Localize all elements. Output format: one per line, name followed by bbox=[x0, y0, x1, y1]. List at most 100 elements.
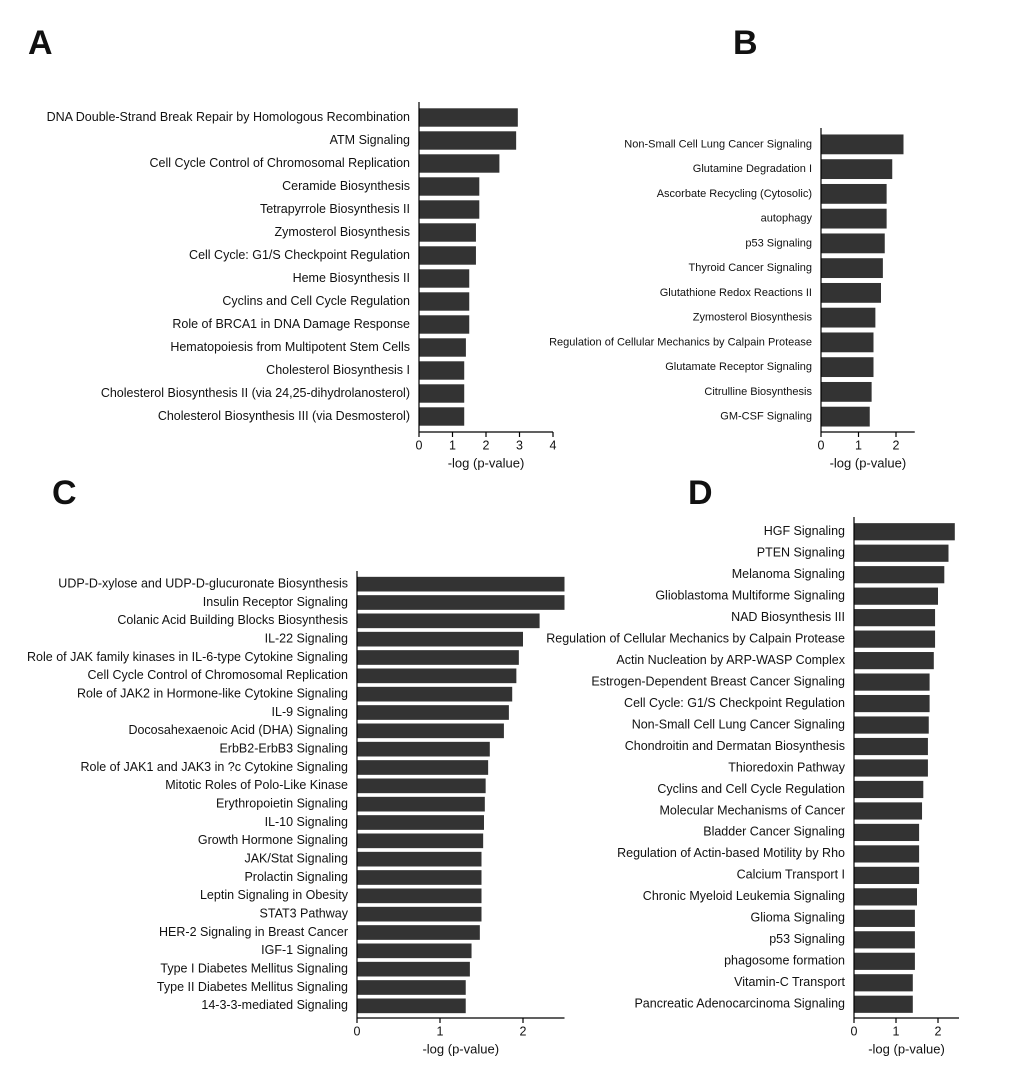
panel-letter: B bbox=[733, 24, 758, 62]
bar bbox=[357, 796, 485, 812]
y-tick-label: Vitamin-C Transport bbox=[734, 975, 845, 989]
bar bbox=[854, 845, 920, 863]
y-tick-label: Type I Diabetes Mellitus Signaling bbox=[160, 961, 348, 975]
bar bbox=[821, 258, 883, 279]
y-tick-label: p53 Signaling bbox=[745, 237, 812, 249]
y-tick-label: Erythropoietin Signaling bbox=[216, 796, 348, 810]
bar bbox=[419, 131, 517, 150]
y-tick-label: Ascorbate Recycling (Cytosolic) bbox=[657, 188, 812, 200]
y-tick-label: Pancreatic Adenocarcinoma Signaling bbox=[634, 997, 845, 1011]
y-tick-label: Cell Cycle Control of Chromosomal Replic… bbox=[87, 668, 348, 682]
y-tick-label: Zymosterol Biosynthesis bbox=[693, 312, 813, 324]
bar bbox=[357, 650, 519, 665]
bar bbox=[854, 866, 920, 884]
y-tick-label: JAK/Stat Signaling bbox=[244, 851, 348, 865]
y-tick-label: PTEN Signaling bbox=[757, 546, 845, 560]
y-tick-label: IL-9 Signaling bbox=[272, 705, 348, 719]
x-tick-label: 2 bbox=[520, 1024, 527, 1038]
x-tick-label: 0 bbox=[851, 1024, 858, 1038]
y-tick-label: Type II Diabetes Mellitus Signaling bbox=[157, 980, 348, 994]
y-tick-label: Glioblastoma Multiforme Signaling bbox=[655, 588, 845, 602]
bar bbox=[854, 673, 930, 691]
bar bbox=[357, 815, 484, 830]
y-tick-label: IL-10 Signaling bbox=[265, 815, 348, 829]
y-tick-label: Regulation of Cellular Mechanics by Calp… bbox=[546, 631, 845, 645]
y-tick-label: Growth Hormone Signaling bbox=[198, 833, 348, 847]
bar bbox=[854, 995, 913, 1013]
bar bbox=[419, 108, 518, 127]
y-tick-label: Cyclins and Cell Cycle Regulation bbox=[222, 294, 410, 308]
bar bbox=[854, 931, 915, 949]
bar bbox=[357, 613, 540, 629]
bar bbox=[854, 652, 934, 670]
y-tick-label: Melanoma Signaling bbox=[732, 567, 845, 581]
y-tick-label: ATM Signaling bbox=[330, 133, 410, 147]
y-tick-label: Role of JAK1 and JAK3 in ?c Cytokine Sig… bbox=[80, 760, 348, 774]
x-tick-label: 1 bbox=[437, 1024, 444, 1038]
y-tick-label: IGF-1 Signaling bbox=[261, 943, 348, 957]
x-tick-label: 1 bbox=[449, 438, 456, 452]
bar bbox=[419, 269, 470, 288]
x-axis-label: -log (p-value) bbox=[448, 455, 525, 470]
bar bbox=[854, 630, 936, 648]
bar bbox=[419, 384, 465, 403]
panel-letter: C bbox=[52, 474, 77, 512]
bar bbox=[357, 686, 513, 702]
y-tick-label: autophagy bbox=[761, 213, 813, 225]
bar bbox=[357, 705, 509, 720]
y-tick-label: Glioma Signaling bbox=[751, 911, 846, 925]
bar bbox=[821, 159, 893, 180]
bar bbox=[357, 943, 472, 959]
bar bbox=[419, 292, 470, 311]
bar bbox=[419, 223, 476, 242]
bar bbox=[419, 361, 465, 380]
y-tick-label: Thioredoxin Pathway bbox=[728, 760, 845, 774]
y-tick-label: Calcium Transport I bbox=[737, 868, 845, 882]
bar bbox=[854, 716, 929, 734]
y-tick-label: Zymosterol Biosynthesis bbox=[275, 225, 410, 239]
bar bbox=[357, 741, 490, 757]
bar bbox=[357, 870, 482, 885]
panel-letter: D bbox=[688, 474, 713, 512]
bar bbox=[854, 780, 924, 799]
x-tick-label: 2 bbox=[893, 438, 900, 452]
y-tick-label: Regulation of Cellular Mechanics by Calp… bbox=[549, 336, 812, 348]
y-tick-label: HER-2 Signaling in Breast Cancer bbox=[159, 925, 348, 939]
y-tick-label: Chondroitin and Dermatan Biosynthesis bbox=[625, 739, 845, 753]
y-tick-label: Regulation of Actin-based Motility by Rh… bbox=[617, 846, 845, 860]
bar bbox=[821, 406, 870, 427]
x-tick-label: 0 bbox=[416, 438, 423, 452]
bar bbox=[357, 925, 480, 940]
bar bbox=[357, 906, 482, 922]
bar bbox=[854, 974, 913, 992]
bar bbox=[357, 668, 517, 684]
y-tick-label: Colanic Acid Building Blocks Biosynthesi… bbox=[117, 613, 348, 627]
y-tick-label: Ceramide Biosynthesis bbox=[282, 179, 410, 193]
x-tick-label: 0 bbox=[818, 438, 825, 452]
bar bbox=[419, 246, 476, 265]
bar bbox=[854, 802, 923, 820]
bar bbox=[357, 888, 482, 904]
y-tick-label: Cholesterol Biosynthesis III (via Desmos… bbox=[158, 409, 410, 423]
y-tick-label: NAD Biosynthesis III bbox=[731, 610, 845, 624]
bar bbox=[357, 778, 486, 794]
bar bbox=[419, 177, 480, 196]
y-tick-label: Cell Cycle: G1/S Checkpoint Regulation bbox=[624, 696, 845, 710]
x-tick-label: 1 bbox=[855, 438, 862, 452]
y-tick-label: Role of JAK family kinases in IL-6-type … bbox=[27, 650, 348, 664]
x-tick-label: 1 bbox=[893, 1024, 900, 1038]
y-tick-label: Actin Nucleation by ARP-WASP Complex bbox=[616, 653, 845, 667]
bar bbox=[419, 315, 470, 334]
bar bbox=[357, 833, 484, 849]
y-tick-label: GM-CSF Signaling bbox=[720, 411, 812, 423]
bar bbox=[357, 595, 565, 610]
y-tick-label: Non-Small Cell Lung Cancer Signaling bbox=[632, 717, 845, 731]
bar bbox=[854, 823, 920, 842]
panel-letter: A bbox=[28, 24, 53, 62]
y-tick-label: STAT3 Pathway bbox=[260, 906, 349, 920]
bar bbox=[854, 566, 945, 584]
y-tick-label: DNA Double-Strand Break Repair by Homolo… bbox=[47, 110, 410, 124]
y-tick-label: UDP-D-xylose and UDP-D-glucuronate Biosy… bbox=[58, 576, 348, 590]
y-tick-label: Role of JAK2 in Hormone-like Cytokine Si… bbox=[77, 686, 348, 700]
bar bbox=[357, 631, 523, 647]
